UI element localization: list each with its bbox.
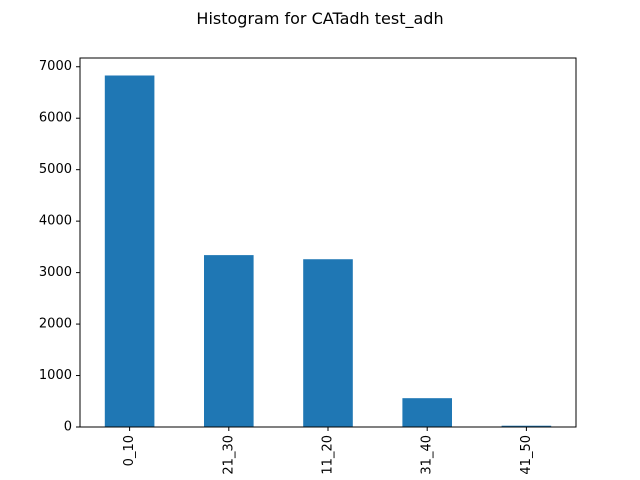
y-axis: 0 1000 2000 3000 4000 5000 6000 7000 — [39, 59, 80, 435]
bars-group — [104, 75, 552, 427]
x-axis: 0_10 21_30 11_20 31_40 41_50 — [122, 427, 534, 475]
chart-title: Histogram for CATadh test_adh — [196, 9, 443, 29]
y-tick-label: 3000 — [39, 265, 72, 280]
bar-41_50 — [501, 425, 552, 427]
bar-31_40 — [402, 398, 452, 427]
x-tick-label: 11_20 — [321, 435, 336, 475]
x-tick-label: 21_30 — [221, 435, 236, 475]
bar-0_10 — [104, 75, 155, 427]
y-tick-label: 4000 — [39, 214, 72, 229]
y-tick-label: 2000 — [39, 317, 72, 332]
x-tick-label: 41_50 — [519, 435, 534, 475]
y-tick-label: 0 — [64, 420, 72, 435]
plot-frame — [79, 57, 577, 428]
bar-11_20 — [303, 259, 353, 427]
y-tick-label: 7000 — [39, 59, 72, 74]
y-tick-label: 6000 — [39, 111, 72, 126]
y-tick-label: 1000 — [39, 368, 72, 383]
x-tick-label: 31_40 — [420, 435, 435, 475]
y-tick-label: 5000 — [39, 162, 72, 177]
bar-21_30 — [204, 255, 254, 427]
x-tick-label: 0_10 — [122, 435, 137, 466]
